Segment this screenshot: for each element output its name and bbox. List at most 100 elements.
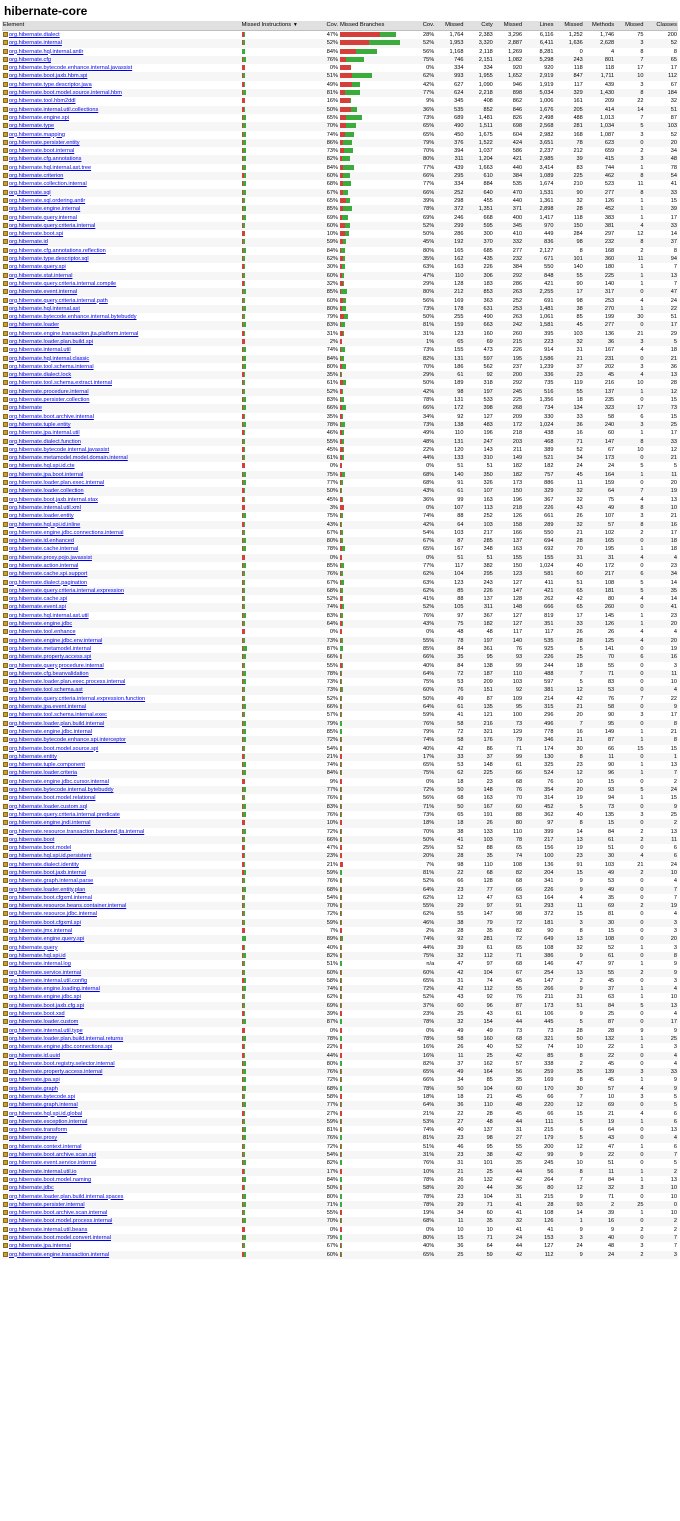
package-link[interactable]: org.hibernate.boot.archive.scan.spi (9, 1152, 97, 1159)
package-link[interactable]: org.hibernate.loader.collection (9, 488, 84, 495)
package-link[interactable]: org.hibernate.loader.custom (9, 1019, 79, 1026)
package-link[interactable]: org.hibernate.boot.model.convert.interna… (9, 1235, 111, 1242)
package-link[interactable]: org.hibernate.dialect.lock (9, 372, 72, 379)
package-link[interactable]: org.hibernate.engine.transaction.interna… (9, 1251, 110, 1258)
package-link[interactable]: org.hibernate.graph.internal (9, 1102, 78, 1109)
package-link[interactable]: org.hibernate.loader.plan.build.internal… (9, 1035, 124, 1042)
package-link[interactable]: org.hibernate.tool.schema.ast (9, 687, 83, 694)
package-link[interactable]: org.hibernate.query.criteria.internal.ex… (9, 587, 124, 594)
package-link[interactable]: org.hibernate.stat.internal (9, 272, 73, 279)
package-link[interactable]: org.hibernate.jpa.boot.internal (9, 471, 84, 478)
package-link[interactable]: org.hibernate.criterion (9, 173, 64, 180)
package-link[interactable]: org.hibernate.tuple.entity (9, 421, 71, 428)
col-branch-coverage[interactable]: Cov. (405, 21, 436, 31)
package-link[interactable]: org.hibernate.engine.loading.internal (9, 986, 100, 993)
package-link[interactable]: org.hibernate.internal.util.type (9, 1027, 83, 1034)
package-link[interactable]: org.hibernate.boot.model.relational (9, 795, 96, 802)
package-link[interactable]: org.hibernate.engine.spi (9, 114, 70, 121)
package-link[interactable]: org.hibernate.query.criteria.internal.pr… (9, 811, 120, 818)
package-link[interactable]: org.hibernate.internal.util.config (9, 977, 88, 984)
package-link[interactable]: org.hibernate.loader.plan.exec.internal (9, 480, 105, 487)
package-link[interactable]: org.hibernate.boot.internal (9, 148, 75, 155)
package-link[interactable]: org.hibernate.event.internal (9, 289, 78, 296)
package-link[interactable]: org.hibernate.tool.schema.extract.intern… (9, 380, 112, 387)
package-link[interactable]: org.hibernate.context.internal (9, 1143, 82, 1150)
col-missed-complexity[interactable]: Missed (435, 21, 465, 31)
package-link[interactable]: org.hibernate.boot.spi (9, 231, 64, 238)
package-link[interactable]: org.hibernate.jdbc (9, 1185, 54, 1192)
package-link[interactable]: org.hibernate.query (9, 944, 58, 951)
package-link[interactable]: org.hibernate.dialect.pagination (9, 579, 88, 586)
col-missed-instructions[interactable]: Missed Instructions ▼ (240, 21, 310, 31)
package-link[interactable]: org.hibernate.resource.beans.container.i… (9, 903, 127, 910)
package-link[interactable]: org.hibernate.engine.internal (9, 206, 81, 213)
package-link[interactable]: org.hibernate.tool.enhance (9, 629, 76, 636)
package-link[interactable]: org.hibernate.query.criteria.internal.ex… (9, 695, 146, 702)
package-link[interactable]: org.hibernate.bytecode.enhance.internal.… (9, 65, 133, 72)
package-link[interactable]: org.hibernate.jpa.internal.util (9, 430, 80, 437)
package-link[interactable]: org.hibernate.boot.jaxb.cfg.spi (9, 1002, 84, 1009)
package-link[interactable]: org.hibernate.cfg.annotations (9, 156, 82, 163)
package-link[interactable]: org.hibernate.boot (9, 836, 55, 843)
package-link[interactable]: org.hibernate.boot.model.source.internal… (9, 90, 122, 97)
package-link[interactable]: org.hibernate.id (9, 239, 48, 246)
package-link[interactable]: org.hibernate.type.descriptor.sql (9, 256, 89, 263)
package-link[interactable]: org.hibernate.graph.internal.parse (9, 878, 94, 885)
package-link[interactable]: org.hibernate.cfg.beanvalidation (9, 670, 89, 677)
package-link[interactable]: org.hibernate.hql.spi.id.global (9, 1110, 83, 1117)
package-link[interactable]: org.hibernate.internal.log (9, 961, 71, 968)
package-link[interactable]: org.hibernate.cache.internal (9, 546, 79, 553)
package-link[interactable]: org.hibernate.engine.jdbc.spi (9, 994, 81, 1001)
package-link[interactable]: org.hibernate.transform (9, 1127, 68, 1134)
package-link[interactable]: org.hibernate.loader.plan.exec.process.i… (9, 679, 126, 686)
package-link[interactable]: org.hibernate.internal.util (9, 347, 71, 354)
package-link[interactable]: org.hibernate.engine.jdbc.env.internal (9, 637, 103, 644)
col-missed-methods[interactable]: Missed (554, 21, 584, 31)
package-link[interactable]: org.hibernate.query.criteria.internal.co… (9, 280, 117, 287)
package-link[interactable]: org.hibernate.boot.registry.selector.int… (9, 1060, 115, 1067)
package-link[interactable]: org.hibernate.engine.jdbc.connections.in… (9, 529, 124, 536)
package-link[interactable]: org.hibernate.loader.plan.build.spi (9, 338, 93, 345)
package-link[interactable]: org.hibernate.loader.criteria (9, 770, 78, 777)
package-link[interactable]: org.hibernate.cache.spi (9, 596, 68, 603)
col-missed-branches[interactable]: Missed Branches (338, 21, 406, 31)
package-link[interactable]: org.hibernate.hql.spi.id (9, 952, 66, 959)
package-link[interactable]: org.hibernate.proxy.pojo.javassist (9, 554, 92, 561)
package-link[interactable]: org.hibernate.bytecode.internal.bytebudd… (9, 787, 114, 794)
package-link[interactable]: org.hibernate.persister.collection (9, 397, 90, 404)
package-link[interactable]: org.hibernate.engine.query.spi (9, 936, 85, 943)
package-link[interactable]: org.hibernate.loader.plan.build.internal (9, 720, 105, 727)
package-link[interactable]: org.hibernate.collection.internal (9, 181, 87, 188)
package-link[interactable]: org.hibernate.exception.internal (9, 1118, 88, 1125)
package-link[interactable]: org.hibernate.boot.model.process.interna… (9, 1218, 113, 1225)
package-link[interactable]: org.hibernate.jmx.internal (9, 928, 73, 935)
package-link[interactable]: org.hibernate.loader.custom.sql (9, 803, 88, 810)
package-link[interactable]: org.hibernate.loader.entity (9, 513, 74, 520)
package-link[interactable]: org.hibernate.internal.util.collections (9, 106, 99, 113)
package-link[interactable]: org.hibernate.boot.model (9, 845, 72, 852)
package-link[interactable]: org.hibernate.query.internal (9, 214, 77, 221)
package-link[interactable]: org.hibernate.query.criteria.internal.pa… (9, 297, 108, 304)
package-link[interactable]: org.hibernate.hql.spi.id.inline (9, 521, 81, 528)
package-link[interactable]: org.hibernate.boot.cfgxml.spi (9, 919, 81, 926)
package-link[interactable]: org.hibernate.dialect.identity (9, 861, 79, 868)
package-link[interactable]: org.hibernate.bytecode.enhance.spi.inter… (9, 737, 126, 744)
package-link[interactable]: org.hibernate.boot.model.source.spi (9, 745, 99, 752)
col-methods[interactable]: Methods (583, 21, 616, 31)
package-link[interactable]: org.hibernate.boot.jaxb.internal.stax (9, 496, 98, 503)
package-link[interactable]: org.hibernate.hql.internal.ast (9, 305, 80, 312)
package-link[interactable]: org.hibernate.jpa.spi (9, 1077, 60, 1084)
package-link[interactable]: org.hibernate.internal.util.xml (9, 504, 81, 511)
package-link[interactable]: org.hibernate.tuple.component (9, 762, 85, 769)
package-link[interactable]: org.hibernate.loader.entity.plan (9, 886, 86, 893)
package-link[interactable]: org.hibernate.boot.archive.internal (9, 413, 94, 420)
package-link[interactable]: org.hibernate.boot.archive.scan.internal (9, 1210, 108, 1217)
package-link[interactable]: org.hibernate.event.service.internal (9, 1160, 97, 1167)
package-link[interactable]: org.hibernate.hql.internal.classic (9, 355, 90, 362)
package-link[interactable]: org.hibernate.engine.jdbc.connections.sp… (9, 1044, 113, 1051)
package-link[interactable]: org.hibernate.resource.jdbc.internal (9, 911, 97, 918)
package-link[interactable]: org.hibernate.persister.internal (9, 1201, 85, 1208)
package-link[interactable]: org.hibernate.dialect (9, 32, 60, 38)
package-link[interactable]: org.hibernate.event.spi (9, 604, 66, 611)
package-link[interactable]: org.hibernate.dialect.function (9, 438, 81, 445)
